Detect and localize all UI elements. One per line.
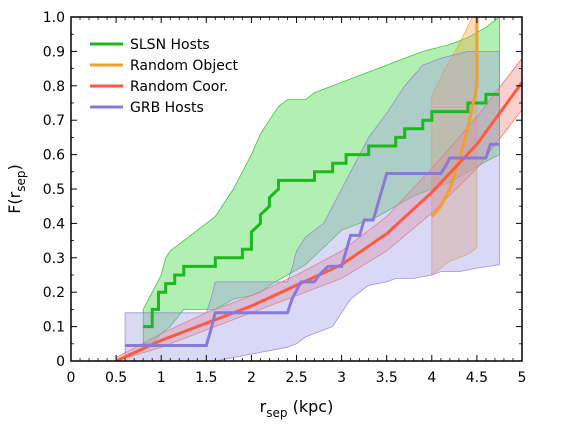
x-tick-label: 0.5 xyxy=(105,370,127,386)
y-tick-label: 0.1 xyxy=(43,320,65,336)
x-tick-label: 4.5 xyxy=(466,370,488,386)
random-object-band xyxy=(431,17,478,276)
x-tick-label: 1 xyxy=(157,370,166,386)
y-tick-label: 0.3 xyxy=(43,251,65,267)
y-tick-label: 0.7 xyxy=(43,113,65,129)
x-tick-label: 2.5 xyxy=(285,370,307,386)
random-object-legend-label: Random Object xyxy=(130,58,239,74)
y-tick-label: 0.5 xyxy=(43,182,65,198)
axes: 0 0.5 1 1.5 2 2.5 3 3.5 4 4.5 5 0 0.1 0.2 0.3 0.4 0.5 0.6… xyxy=(5,10,526,420)
y-tick-label: 1.0 xyxy=(43,10,65,26)
grb-hosts-line xyxy=(125,142,500,347)
x-tick-label: 0 xyxy=(67,370,76,386)
x-tick-label: 4 xyxy=(427,370,436,386)
x-axis-label: rsep (kpc) xyxy=(260,397,334,420)
y-tick-label: 0.4 xyxy=(43,216,65,232)
y-tick-label: 0.2 xyxy=(43,285,65,301)
x-tick-label: 3 xyxy=(337,370,346,386)
x-tick-label: 1.5 xyxy=(195,370,217,386)
legend: SLSN Hosts Random Object Random Coor. GRB H… xyxy=(90,37,239,116)
random-coor-band xyxy=(115,57,522,361)
slsn-hosts-line xyxy=(143,92,500,329)
y-tick-label: 0.9 xyxy=(43,44,65,60)
random-coor-legend-label: Random Coor. xyxy=(130,79,228,95)
y-tick-label: 0 xyxy=(56,354,65,370)
slsn-hosts-legend-label: SLSN Hosts xyxy=(130,37,210,53)
x-tick-label: 3.5 xyxy=(376,370,398,386)
series-lines xyxy=(115,17,522,361)
x-tick-label: 2 xyxy=(247,370,256,386)
y-tick-label: 0.6 xyxy=(43,148,65,164)
y-tick-label: 0.8 xyxy=(43,79,65,95)
slsn-hosts-band xyxy=(142,17,500,345)
grb-hosts-legend-label: GRB Hosts xyxy=(130,100,204,116)
x-tick-label: 5 xyxy=(518,370,527,386)
y-axis-label: F(rsep) xyxy=(5,164,28,214)
